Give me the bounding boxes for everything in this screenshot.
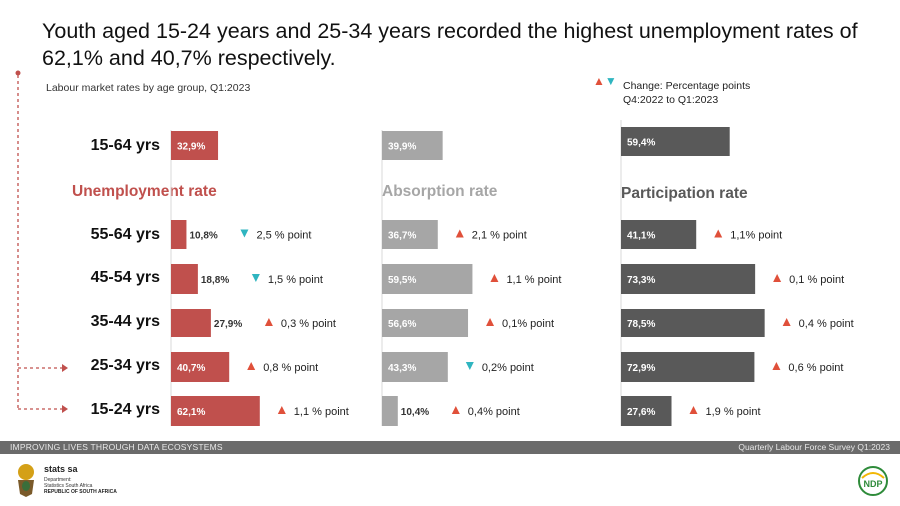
- arrowhead-25-34: [62, 364, 68, 372]
- absorption-bar-5: [382, 396, 398, 426]
- absorption-value-label-1: 36,7%: [388, 231, 416, 242]
- unemployment-value-label-1: 10,8%: [189, 231, 217, 242]
- absorption-value-label-5: 10,4%: [401, 407, 429, 418]
- absorption-change-label-3: 0,1% point: [502, 318, 554, 330]
- unemployment-change-label-1: 2,5 % point: [256, 230, 311, 242]
- arrowhead-15-24: [62, 405, 68, 413]
- unemployment-bar-1: [171, 220, 187, 249]
- unemployment-value-label-5: 62,1%: [177, 407, 205, 418]
- unemployment-change-label-5: 1,1 % point: [294, 406, 349, 418]
- participation-value-label-4: 72,9%: [627, 363, 655, 374]
- absorption-value-label-3: 56,6%: [388, 319, 416, 330]
- chart-subtitle: Labour market rates by age group, Q1:202…: [46, 82, 251, 94]
- age-label-35-44: 35-44 yrs: [90, 313, 160, 330]
- unemployment-bar-5: [171, 396, 260, 426]
- unemployment-value-label-2: 18,8%: [201, 275, 229, 286]
- participation-bar-4: [621, 352, 755, 382]
- unemployment-rate-title: Unemployment rate: [72, 183, 217, 200]
- page-title: Youth aged 15-24 years and 25-34 years r…: [42, 19, 858, 70]
- ndp-logo-icon: NDP: [858, 466, 888, 496]
- age-label-25-34: 25-34 yrs: [90, 357, 160, 374]
- unemployment-bar-4: [171, 352, 230, 382]
- absorption-bar-1: [382, 220, 438, 249]
- participation-value-label-1: 41,1%: [627, 231, 655, 242]
- unemployment-change-up-icon-4: [247, 362, 256, 370]
- participation-bar-3: [621, 309, 765, 337]
- participation-change-label-3: 0,4 % point: [799, 318, 854, 330]
- absorption-change-label-1: 2,1 % point: [472, 230, 527, 242]
- participation-bar-1: [621, 220, 697, 249]
- absorption-change-down-icon-4: [465, 362, 474, 370]
- unemployment-change-label-2: 1,5 % point: [268, 274, 323, 286]
- legend-line-2: Q4:2022 to Q1:2023: [623, 94, 719, 106]
- participation-change-up-icon-1: [714, 229, 723, 238]
- participation-value-label-3: 78,5%: [627, 319, 655, 330]
- unemployment-value-label-0: 32,9%: [177, 142, 205, 153]
- down-triangle-icon: ▼: [604, 74, 617, 88]
- unemployment-change-label-3: 0,3 % point: [281, 318, 336, 330]
- absorption-value-label-0: 39,9%: [388, 142, 416, 153]
- participation-bar-2: [621, 264, 756, 294]
- participation-change-up-icon-5: [689, 406, 698, 414]
- absorption-value-label-4: 43,3%: [388, 363, 416, 374]
- participation-bar-5: [621, 396, 672, 426]
- participation-change-label-4: 0,6 % point: [788, 362, 843, 374]
- absorption-rate-title: Absorption rate: [382, 183, 498, 200]
- absorption-change-up-icon-3: [486, 318, 495, 326]
- absorption-change-up-icon-2: [490, 274, 499, 282]
- absorption-change-up-icon-1: [455, 229, 464, 238]
- unemployment-bar-3: [171, 309, 211, 337]
- participation-change-up-icon-2: [773, 274, 782, 282]
- change-legend: Change: Percentage points Q4:2022 to Q1:…: [623, 79, 823, 107]
- participation-value-label-0: 59,4%: [627, 138, 655, 149]
- org-dept-line-2: Statistics South Africa: [44, 483, 93, 489]
- age-label-15-64: 15-64 yrs: [90, 137, 160, 154]
- absorption-change-up-icon-5: [451, 406, 460, 414]
- participation-rate-title: Participation rate: [621, 185, 748, 202]
- age-label-45-54: 45-54 yrs: [90, 269, 160, 286]
- legend-line-1: Change: Percentage points: [623, 80, 751, 92]
- unemployment-value-label-3: 27,9%: [214, 319, 242, 330]
- unemployment-bar-2: [171, 264, 198, 294]
- unemployment-change-down-icon-1: [240, 229, 249, 238]
- unemployment-change-down-icon-2: [251, 274, 260, 282]
- absorption-value-label-2: 59,5%: [388, 275, 416, 286]
- ndp-text: NDP: [863, 479, 882, 489]
- participation-change-up-icon-4: [772, 362, 781, 370]
- absorption-change-label-4: 0,2% point: [482, 362, 534, 374]
- up-triangle-icon: ▲: [593, 74, 605, 88]
- org-country: REPUBLIC OF SOUTH AFRICA: [44, 489, 117, 495]
- age-label-15-24: 15-24 yrs: [90, 401, 160, 418]
- absorption-bar-0: [382, 131, 443, 160]
- age-label-55-64: 55-64 yrs: [90, 226, 160, 243]
- absorption-change-label-5: 0,4% point: [468, 406, 520, 418]
- participation-change-label-2: 0,1 % point: [789, 274, 844, 286]
- change-legend-icon: ▲▼: [593, 75, 617, 87]
- absorption-bar-2: [382, 264, 473, 294]
- participation-value-label-2: 73,3%: [627, 275, 655, 286]
- org-dept-line-1: Department:: [44, 477, 72, 483]
- footer-tagline: IMPROVING LIVES THROUGH DATA ECOSYSTEMS: [10, 442, 223, 452]
- absorption-bar-4: [382, 352, 448, 382]
- footer-band: [0, 441, 900, 454]
- participation-change-up-icon-3: [782, 318, 791, 326]
- org-name: stats sa: [44, 464, 78, 474]
- unemployment-change-label-4: 0,8 % point: [263, 362, 318, 374]
- absorption-change-label-2: 1,1 % point: [506, 274, 561, 286]
- connector-dot: [15, 70, 21, 76]
- coat-of-arms-icon: [18, 464, 34, 497]
- footer-survey-name: Quarterly Labour Force Survey Q1:2023: [738, 442, 890, 452]
- unemployment-change-up-icon-5: [277, 406, 286, 414]
- participation-change-label-5: 1,9 % point: [706, 406, 761, 418]
- org-department: Department: Statistics South Africa: [44, 477, 124, 489]
- unemployment-bar-0: [171, 131, 219, 160]
- participation-bar-0: [621, 127, 730, 156]
- unemployment-change-up-icon-3: [264, 318, 273, 326]
- participation-change-label-1: 1,1% point: [730, 230, 782, 242]
- absorption-bar-3: [382, 309, 469, 337]
- unemployment-value-label-4: 40,7%: [177, 363, 205, 374]
- participation-value-label-5: 27,6%: [627, 407, 655, 418]
